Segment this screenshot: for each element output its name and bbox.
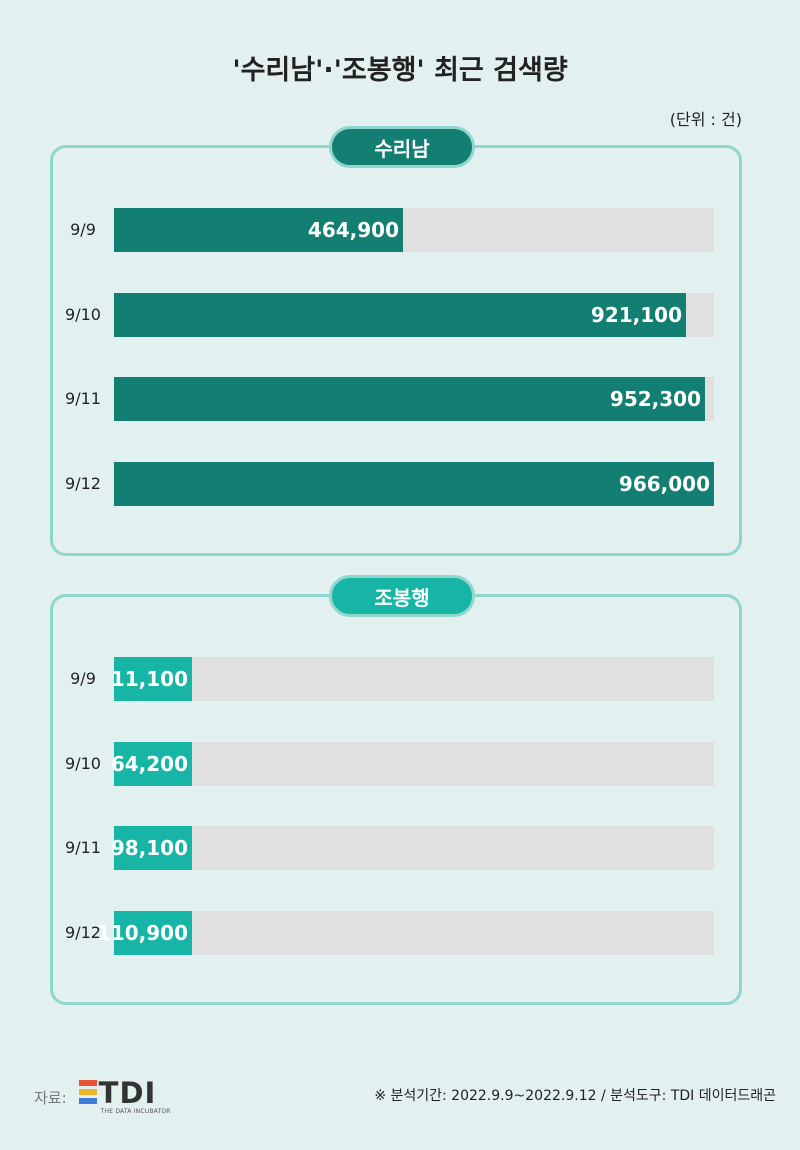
bar: 464,900 xyxy=(114,208,403,252)
category-label: 9/10 xyxy=(65,305,101,324)
chart-panel-suriname: 수리남 9/9 464,900 9/10 921,100 9/11 952,300 9/12… xyxy=(50,126,742,556)
value-label: 11,100 xyxy=(110,667,188,691)
value-label: 921,100 xyxy=(590,303,682,327)
source-label: 자료: xyxy=(34,1088,67,1107)
bar-row: 9/11 98,100 xyxy=(53,826,739,870)
category-label: 9/11 xyxy=(65,389,101,408)
bar-track: 98,100 xyxy=(110,826,714,870)
analysis-note: ※ 분석기간: 2022.9.9~2022.9.12 / 분석도구: TDI 데… xyxy=(374,1088,776,1104)
bar-track: 966,000 xyxy=(114,462,714,506)
value-label: 110,900 xyxy=(96,921,188,945)
value-label: 952,300 xyxy=(609,387,701,411)
bar-row: 9/9 11,100 xyxy=(53,657,739,701)
bar-row: 9/12 110,900 xyxy=(53,911,739,955)
category-label: 9/12 xyxy=(65,474,101,493)
category-label: 9/10 xyxy=(65,754,101,773)
bar-row: 9/12 966,000 xyxy=(53,462,739,506)
value-label: 64,200 xyxy=(110,752,188,776)
bar-row: 9/9 464,900 xyxy=(53,208,739,252)
bar: 110,900 xyxy=(97,911,192,955)
value-label: 966,000 xyxy=(618,472,710,496)
bar-track: 11,100 xyxy=(110,657,714,701)
chart-title-pill: 조봉행 xyxy=(329,575,475,617)
bar: 11,100 xyxy=(110,657,192,701)
bar-row: 9/10 921,100 xyxy=(53,293,739,337)
bar-row: 9/11 952,300 xyxy=(53,377,739,421)
bar-track: 952,300 xyxy=(114,377,714,421)
bar-track: 464,900 xyxy=(114,208,714,252)
category-label: 9/11 xyxy=(65,838,101,857)
logo-subtext: THE DATA INCUBATOR xyxy=(100,1108,171,1115)
unit-label: (단위 : 건) xyxy=(669,110,742,129)
logo-bars-icon xyxy=(78,1080,97,1106)
bar-track: 64,200 xyxy=(110,742,714,786)
bar: 952,300 xyxy=(114,377,705,421)
logo-text: TDI xyxy=(98,1076,157,1110)
tdi-logo: TDI THE DATA INCUBATOR xyxy=(78,1076,171,1116)
bar: 64,200 xyxy=(110,742,192,786)
source-block: 자료: TDI THE DATA INCUBATOR xyxy=(34,1076,171,1116)
logo-bar xyxy=(78,1098,97,1104)
category-label: 9/9 xyxy=(70,669,96,688)
category-label: 9/9 xyxy=(70,220,96,239)
chart-panel-jobonghaeng: 조봉행 9/9 11,100 9/10 64,200 9/11 98,100 9/12 110… xyxy=(50,575,742,1005)
logo-bar xyxy=(78,1080,97,1086)
page-title: '수리남'·'조봉행' 최근 검색량 xyxy=(232,55,568,86)
value-label: 464,900 xyxy=(307,218,399,242)
bar-row: 9/10 64,200 xyxy=(53,742,739,786)
chart-title-pill: 수리남 xyxy=(329,126,475,168)
category-label: 9/12 xyxy=(65,923,101,942)
bar-track: 921,100 xyxy=(114,293,714,337)
bar-rows: 9/9 464,900 9/10 921,100 9/11 952,300 9/12 966,… xyxy=(53,148,739,553)
bar: 966,000 xyxy=(114,462,714,506)
bar-rows: 9/9 11,100 9/10 64,200 9/11 98,100 9/12 110,900 xyxy=(53,597,739,1002)
logo-bar xyxy=(78,1089,97,1095)
value-label: 98,100 xyxy=(110,836,188,860)
bar: 921,100 xyxy=(114,293,686,337)
bar-track: 110,900 xyxy=(97,911,714,955)
bar: 98,100 xyxy=(110,826,192,870)
